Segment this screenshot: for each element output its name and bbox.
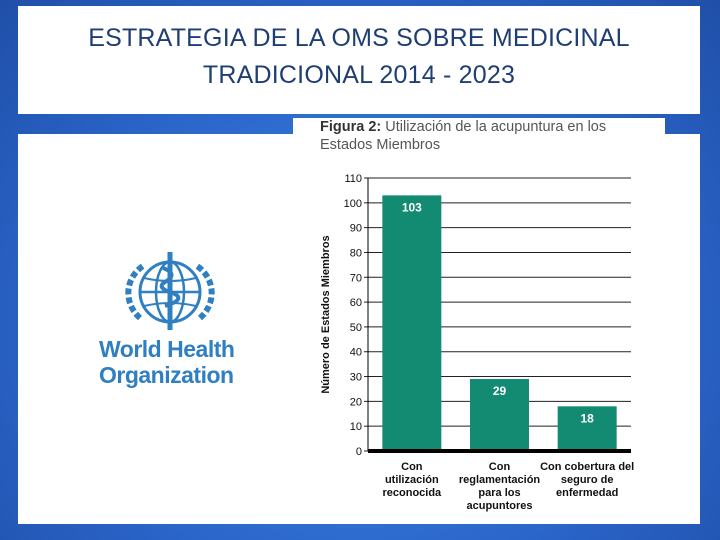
y-tick-label: 10 — [350, 421, 362, 433]
bar-chart: 0 10 20 30 40 50 60 70 80 90 100 110 Número de Estad… — [320, 173, 634, 512]
y-tick-label: 110 — [344, 173, 362, 185]
figure-caption-number: Figura 2: — [320, 119, 382, 135]
bar-value-label: 29 — [493, 384, 507, 398]
y-tick-label: 40 — [350, 347, 362, 359]
y-tick-label: 80 — [350, 247, 362, 259]
y-tick-label: 50 — [350, 322, 362, 334]
figure-caption-text: Utilización de la acupuntura en los Esta… — [320, 119, 607, 153]
x-category-label: Con — [489, 461, 511, 473]
x-category-label: acupuntores — [466, 500, 532, 512]
figure-panel: Figura 2: Utilización de la acupuntura e… — [293, 118, 665, 524]
x-category-label: reconocida — [382, 487, 442, 499]
who-logo-text: World Health Organization — [99, 336, 235, 388]
x-category-label: Con cobertura del — [540, 461, 634, 473]
x-category-label: enfermedad — [556, 487, 618, 499]
bar-value-label: 18 — [580, 411, 594, 425]
logo-line-2: Organization — [99, 362, 234, 388]
bar — [382, 195, 442, 451]
x-category-label: utilización — [385, 474, 439, 486]
slide-title-line-2: TRADICIONAL 2014 - 2023 — [202, 61, 516, 89]
y-tick-label: 90 — [350, 223, 362, 235]
x-category-label: para los — [478, 487, 520, 499]
x-category-label: reglamentación — [459, 474, 541, 486]
y-axis-label: Número de Estados Miembros — [320, 235, 332, 393]
slide-title: ESTRATEGIA DE LA OMS SOBRE MEDICINAL TRA… — [18, 6, 700, 114]
logo-line-1: World Health — [99, 336, 235, 362]
y-tick-label: 70 — [350, 272, 362, 284]
y-tick-label: 0 — [356, 446, 362, 458]
bar-value-label: 103 — [402, 200, 422, 214]
figure-caption: Figura 2: Utilización de la acupuntura e… — [320, 118, 660, 154]
y-tick-label: 20 — [350, 396, 362, 408]
slide-title-line-1: ESTRATEGIA DE LA OMS SOBRE MEDICINAL — [88, 24, 630, 52]
x-category-label: seguro de — [561, 474, 614, 486]
bar — [557, 406, 617, 451]
bar — [470, 379, 529, 451]
x-category-label: Con — [401, 461, 423, 473]
y-tick-label: 30 — [350, 372, 362, 384]
y-tick-label: 100 — [344, 198, 362, 210]
who-emblem-icon — [125, 252, 215, 330]
y-tick-label: 60 — [350, 297, 362, 309]
